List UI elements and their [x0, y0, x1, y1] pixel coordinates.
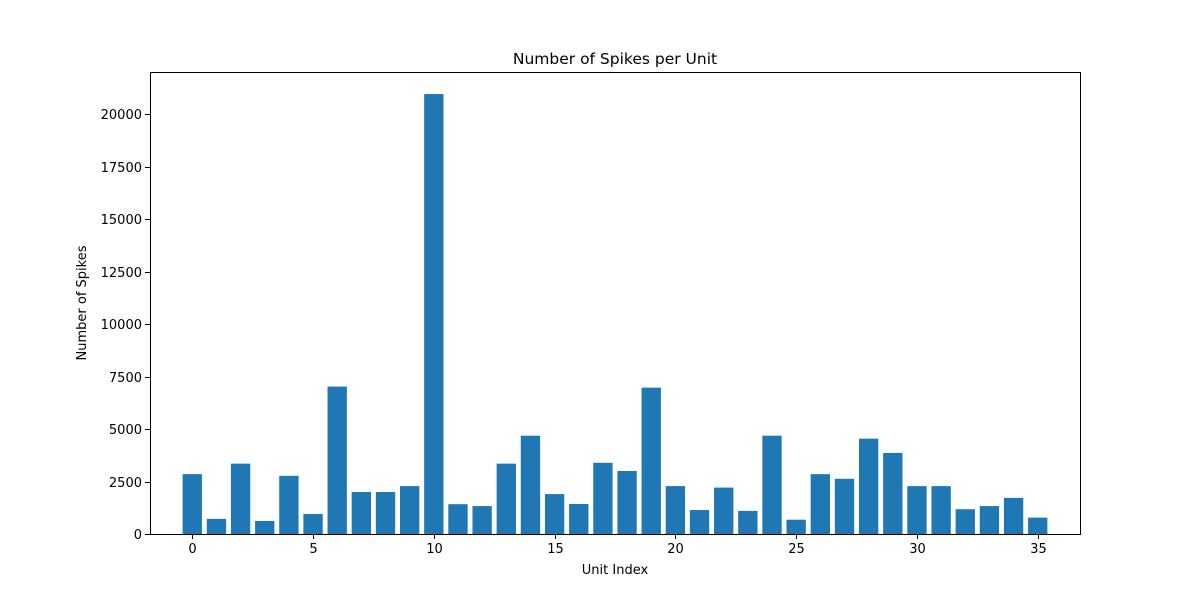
y-tick-label: 2500 — [109, 476, 142, 491]
bar-unit-21 — [689, 510, 710, 534]
y-tick-label: 12500 — [101, 266, 142, 281]
bar-unit-1 — [206, 518, 227, 534]
x-tick-label: 10 — [426, 542, 443, 557]
bar-unit-31 — [931, 486, 951, 534]
chart-title: Number of Spikes per Unit — [513, 50, 717, 68]
bar-unit-23 — [738, 510, 758, 534]
bar-unit-4 — [279, 475, 299, 534]
y-tick-label: 15000 — [101, 213, 142, 228]
bar-unit-10 — [424, 94, 444, 535]
bar-unit-8 — [375, 492, 396, 534]
bar-unit-13 — [496, 463, 516, 534]
bar-unit-28 — [858, 438, 879, 534]
bar-unit-7 — [351, 492, 372, 534]
bar-unit-20 — [665, 486, 686, 534]
bar-unit-9 — [400, 486, 420, 534]
bar-unit-11 — [448, 504, 468, 534]
bar-unit-26 — [810, 474, 830, 534]
bar-unit-6 — [327, 386, 347, 534]
bar-unit-34 — [1003, 497, 1024, 534]
x-tick-label: 25 — [788, 542, 805, 557]
plot-frame — [150, 72, 1081, 535]
x-axis-label: Unit Index — [582, 563, 649, 578]
bar-unit-25 — [786, 519, 806, 534]
bars-group — [182, 94, 1048, 535]
bar-unit-3 — [255, 520, 275, 534]
y-tick-label: 20000 — [101, 108, 142, 123]
y-tick-label: 7500 — [109, 371, 142, 386]
y-ticks: 0 2500 5000 7500 10000 12500 15000 17500 20000 — [101, 108, 150, 543]
x-tick-label: 30 — [909, 542, 926, 557]
bar-unit-24 — [762, 435, 782, 534]
bar-unit-17 — [593, 462, 613, 534]
bar-unit-16 — [569, 503, 589, 534]
bar-unit-18 — [617, 471, 637, 534]
y-axis-label: Number of Spikes — [75, 245, 90, 360]
y-tick-label: 17500 — [101, 161, 142, 176]
bar-unit-14 — [520, 435, 541, 534]
y-tick-label: 10000 — [101, 318, 142, 333]
bar-unit-22 — [714, 487, 734, 534]
bar-unit-12 — [472, 506, 492, 534]
x-ticks: 0 5 10 15 20 25 30 35 — [188, 534, 1047, 557]
bar-unit-27 — [834, 478, 855, 534]
x-tick-label: 20 — [667, 542, 684, 557]
bar-unit-35 — [1028, 517, 1048, 534]
y-tick-label: 5000 — [109, 423, 142, 438]
x-tick-label: 15 — [547, 542, 564, 557]
x-tick-label: 5 — [309, 542, 317, 557]
bar-unit-32 — [955, 509, 975, 534]
bar-unit-15 — [544, 494, 565, 534]
bar-unit-5 — [303, 514, 323, 534]
bar-unit-30 — [907, 486, 927, 534]
x-tick-label: 0 — [188, 542, 196, 557]
bar-unit-2 — [230, 463, 251, 534]
y-tick-label: 0 — [134, 528, 142, 543]
bar-unit-0 — [182, 474, 202, 534]
bar-unit-33 — [979, 506, 1000, 534]
bar-unit-29 — [883, 452, 903, 534]
bar-unit-19 — [641, 387, 661, 534]
x-tick-label: 35 — [1030, 542, 1047, 557]
